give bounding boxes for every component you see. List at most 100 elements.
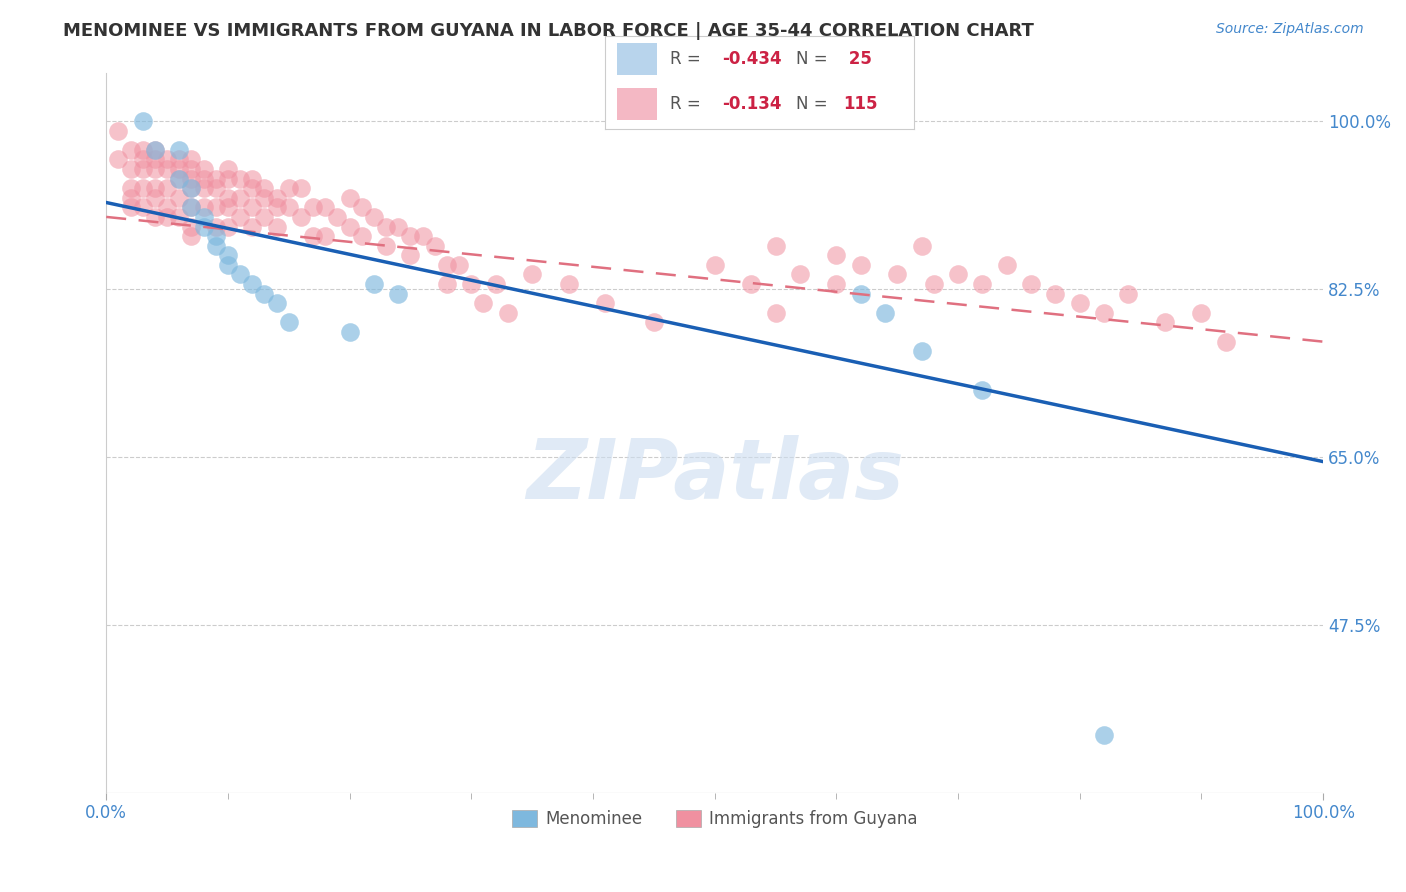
Point — [472, 296, 495, 310]
Point — [132, 181, 155, 195]
Point — [1154, 316, 1177, 330]
Point — [193, 181, 215, 195]
Point — [217, 200, 239, 214]
Point — [266, 191, 288, 205]
Point — [167, 143, 190, 157]
Point — [423, 238, 446, 252]
Point — [910, 238, 932, 252]
Point — [910, 344, 932, 359]
Point — [240, 200, 263, 214]
Point — [740, 277, 762, 291]
Point — [412, 229, 434, 244]
Point — [436, 258, 458, 272]
Text: -0.434: -0.434 — [723, 50, 782, 68]
Point — [132, 114, 155, 128]
Point — [253, 181, 276, 195]
Point — [485, 277, 508, 291]
Point — [972, 383, 994, 397]
Point — [765, 306, 787, 320]
Point — [193, 219, 215, 234]
Point — [266, 200, 288, 214]
Point — [143, 161, 166, 176]
Point — [922, 277, 945, 291]
Point — [290, 181, 312, 195]
Point — [557, 277, 579, 291]
Legend: Menominee, Immigrants from Guyana: Menominee, Immigrants from Guyana — [505, 803, 924, 835]
Point — [143, 181, 166, 195]
FancyBboxPatch shape — [617, 43, 657, 75]
Text: N =: N = — [796, 50, 834, 68]
Point — [204, 219, 226, 234]
Point — [217, 219, 239, 234]
Point — [193, 200, 215, 214]
Point — [277, 200, 299, 214]
Point — [460, 277, 482, 291]
Point — [1118, 286, 1140, 301]
Point — [314, 200, 336, 214]
Point — [167, 153, 190, 167]
Point — [1045, 286, 1067, 301]
Point — [132, 161, 155, 176]
Text: ZIPatlas: ZIPatlas — [526, 435, 904, 516]
Point — [180, 181, 202, 195]
Point — [1019, 277, 1042, 291]
Point — [302, 200, 325, 214]
Point — [156, 200, 179, 214]
Point — [120, 191, 142, 205]
Point — [253, 286, 276, 301]
Point — [995, 258, 1018, 272]
Point — [314, 229, 336, 244]
Text: Source: ZipAtlas.com: Source: ZipAtlas.com — [1216, 22, 1364, 37]
Point — [266, 296, 288, 310]
Point — [886, 268, 908, 282]
Point — [302, 229, 325, 244]
Point — [143, 191, 166, 205]
Point — [240, 181, 263, 195]
Point — [229, 191, 252, 205]
FancyBboxPatch shape — [617, 88, 657, 120]
Point — [180, 200, 202, 214]
Point — [193, 161, 215, 176]
Point — [240, 277, 263, 291]
Point — [132, 143, 155, 157]
Point — [143, 153, 166, 167]
Point — [363, 277, 385, 291]
Point — [120, 161, 142, 176]
Point — [167, 191, 190, 205]
Point — [946, 268, 969, 282]
Point — [873, 306, 896, 320]
Point — [972, 277, 994, 291]
Point — [167, 161, 190, 176]
Point — [217, 191, 239, 205]
Point — [180, 181, 202, 195]
Point — [387, 219, 409, 234]
Point — [132, 153, 155, 167]
Text: R =: R = — [669, 95, 706, 113]
Text: 25: 25 — [842, 50, 872, 68]
Point — [436, 277, 458, 291]
Point — [825, 248, 848, 262]
Point — [240, 171, 263, 186]
Point — [253, 210, 276, 224]
Point — [204, 238, 226, 252]
Point — [643, 316, 665, 330]
Point — [180, 171, 202, 186]
Point — [120, 181, 142, 195]
Point — [1069, 296, 1091, 310]
Point — [339, 191, 361, 205]
Point — [120, 200, 142, 214]
Text: -0.134: -0.134 — [723, 95, 782, 113]
Point — [520, 268, 543, 282]
Point — [143, 143, 166, 157]
Point — [387, 286, 409, 301]
Point — [204, 200, 226, 214]
Point — [449, 258, 471, 272]
Point — [399, 248, 422, 262]
Point — [143, 143, 166, 157]
Point — [193, 210, 215, 224]
Point — [204, 171, 226, 186]
Point — [1215, 334, 1237, 349]
Point — [217, 258, 239, 272]
Point — [253, 191, 276, 205]
Point — [825, 277, 848, 291]
